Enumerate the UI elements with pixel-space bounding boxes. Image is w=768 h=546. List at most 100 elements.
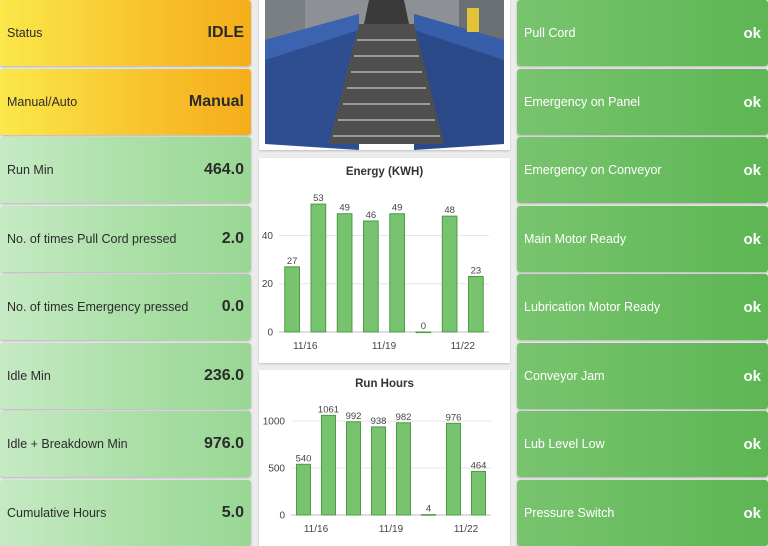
tile-value: 464.0 [203,161,244,178]
alarm-tile-conveyor-jam: Conveyor Jam ok [517,343,768,409]
tile-label: Main Motor Ready [524,232,627,246]
alarm-tile-lub-level-low: Lub Level Low ok [517,411,768,477]
tile-label: Pressure Switch [524,506,615,520]
data-label: 938 [371,416,387,427]
tile-value: ok [743,504,761,522]
tile-value: 976.0 [203,435,244,452]
alarm-tile-emergency-on-panel: Emergency on Panel ok [517,69,768,135]
data-label: 976 [446,412,462,423]
run-hours-chart: Run Hours 0 500 1000 540 1061 992 938 982 4 976 464… [263,378,491,535]
tile-label: No. of times Emergency pressed [7,300,189,314]
bar-11-17 [310,203,327,333]
metric-tile-idle-min: Idle Min 236.0 [0,343,251,409]
bar-11-16 [284,266,300,333]
bar-11-17 [321,414,336,516]
conveyor-photo [259,0,510,150]
tile-value: IDLE [207,24,244,41]
x-tick-label: 11/16 [304,524,329,535]
metric-tile-idle-breakdown-min: Idle + Breakdown Min 976.0 [0,411,251,477]
tile-label: Run Min [7,163,54,177]
energy-chart-panel: Energy (KWH) 0 20 40 27 53 49 46 49 0 48 23 11/16 11/… [259,158,510,363]
data-label: 46 [366,210,377,221]
data-label: 540 [296,453,312,464]
tile-value: 0.0 [221,298,244,315]
x-tick-label: 11/16 [293,341,318,352]
tile-value: Manual [188,93,244,110]
data-label: 1061 [318,404,339,415]
tile-label: No. of times Pull Cord pressed [7,232,177,246]
tile-value: ok [743,435,761,453]
alarm-tile-pressure-switch: Pressure Switch ok [517,480,768,546]
data-label: 49 [339,203,350,214]
tile-value: ok [743,367,761,385]
y-tick-label: 20 [262,279,274,290]
y-tick-label: 0 [267,328,273,339]
metric-tile-status: Status IDLE [0,0,251,66]
tile-value: 2.0 [221,230,244,247]
y-tick-label: 1000 [263,417,286,428]
bar-11-18 [346,421,361,516]
metric-tile-manual-auto: Manual/Auto Manual [0,69,251,135]
x-tick-label: 11/22 [454,524,479,535]
tile-value: ok [743,161,761,179]
chart-title: Energy (KWH) [346,166,423,178]
tile-label: Status [7,26,43,40]
data-label: 464 [471,460,487,471]
conveyor-image [265,0,504,150]
metric-tile-no-of-times-pull-cord-pressed: No. of times Pull Cord pressed 2.0 [0,206,251,272]
data-label: 982 [396,412,412,423]
tile-label: Idle + Breakdown Min [7,437,128,451]
data-label: 0 [421,321,426,332]
y-tick-label: 0 [279,511,285,522]
alarm-tile-pull-cord: Pull Cord ok [517,0,768,66]
bar-11-23 [471,470,486,516]
data-label: 49 [392,203,403,214]
metric-tile-cumulative-hours: Cumulative Hours 5.0 [0,480,251,546]
bar-11-21 [421,514,436,516]
bar-11-18 [336,213,353,333]
bar-11-22 [446,422,461,516]
tile-label: Idle Min [7,369,51,383]
tile-label: Cumulative Hours [7,506,107,520]
tile-label: Emergency on Conveyor [524,163,662,177]
bar-11-20 [396,422,411,516]
bar-11-20 [389,213,405,333]
tile-value: ok [743,93,761,111]
data-label: 27 [287,256,298,267]
bar-11-19 [371,426,386,516]
y-tick-label: 500 [268,464,285,475]
data-label: 53 [313,193,324,204]
bar-11-19 [363,220,379,333]
tile-value: ok [743,24,761,42]
x-tick-label: 11/19 [372,341,397,352]
data-label: 992 [346,411,362,422]
run-hours-chart-panel: Run Hours 0 500 1000 540 1061 992 938 982 4 976 464… [259,370,510,546]
metric-tile-run-min: Run Min 464.0 [0,137,251,203]
tile-label: Manual/Auto [7,95,78,109]
tile-value: 5.0 [221,504,244,521]
alarm-tile-main-motor-ready: Main Motor Ready ok [517,206,768,272]
tile-label: Emergency on Panel [524,95,641,109]
tile-label: Lub Level Low [524,437,605,451]
bar-11-16 [296,463,311,516]
alarm-tile-emergency-on-conveyor: Emergency on Conveyor ok [517,137,768,203]
alarm-tile-lubrication-motor-ready: Lubrication Motor Ready ok [517,274,768,340]
x-tick-label: 11/19 [379,524,404,535]
data-label: 48 [444,205,455,216]
tile-value: ok [743,298,761,316]
bar-11-23 [468,275,484,333]
x-tick-label: 11/22 [451,341,476,352]
data-label: 4 [426,504,431,515]
tile-value: 236.0 [203,367,244,384]
bar-11-21 [415,331,432,334]
tile-label: Pull Cord [524,26,576,40]
bar-11-22 [441,215,458,333]
energy-chart: Energy (KWH) 0 20 40 27 53 49 46 49 0 48 23 11/16 11/… [262,166,489,352]
tile-label: Lubrication Motor Ready [524,300,661,314]
y-tick-label: 40 [262,231,274,242]
chart-title: Run Hours [355,378,414,390]
metric-tile-no-of-times-emergency-pressed: No. of times Emergency pressed 0.0 [0,274,251,340]
data-label: 23 [471,265,482,276]
tile-value: ok [743,230,761,248]
tile-label: Conveyor Jam [524,369,605,383]
